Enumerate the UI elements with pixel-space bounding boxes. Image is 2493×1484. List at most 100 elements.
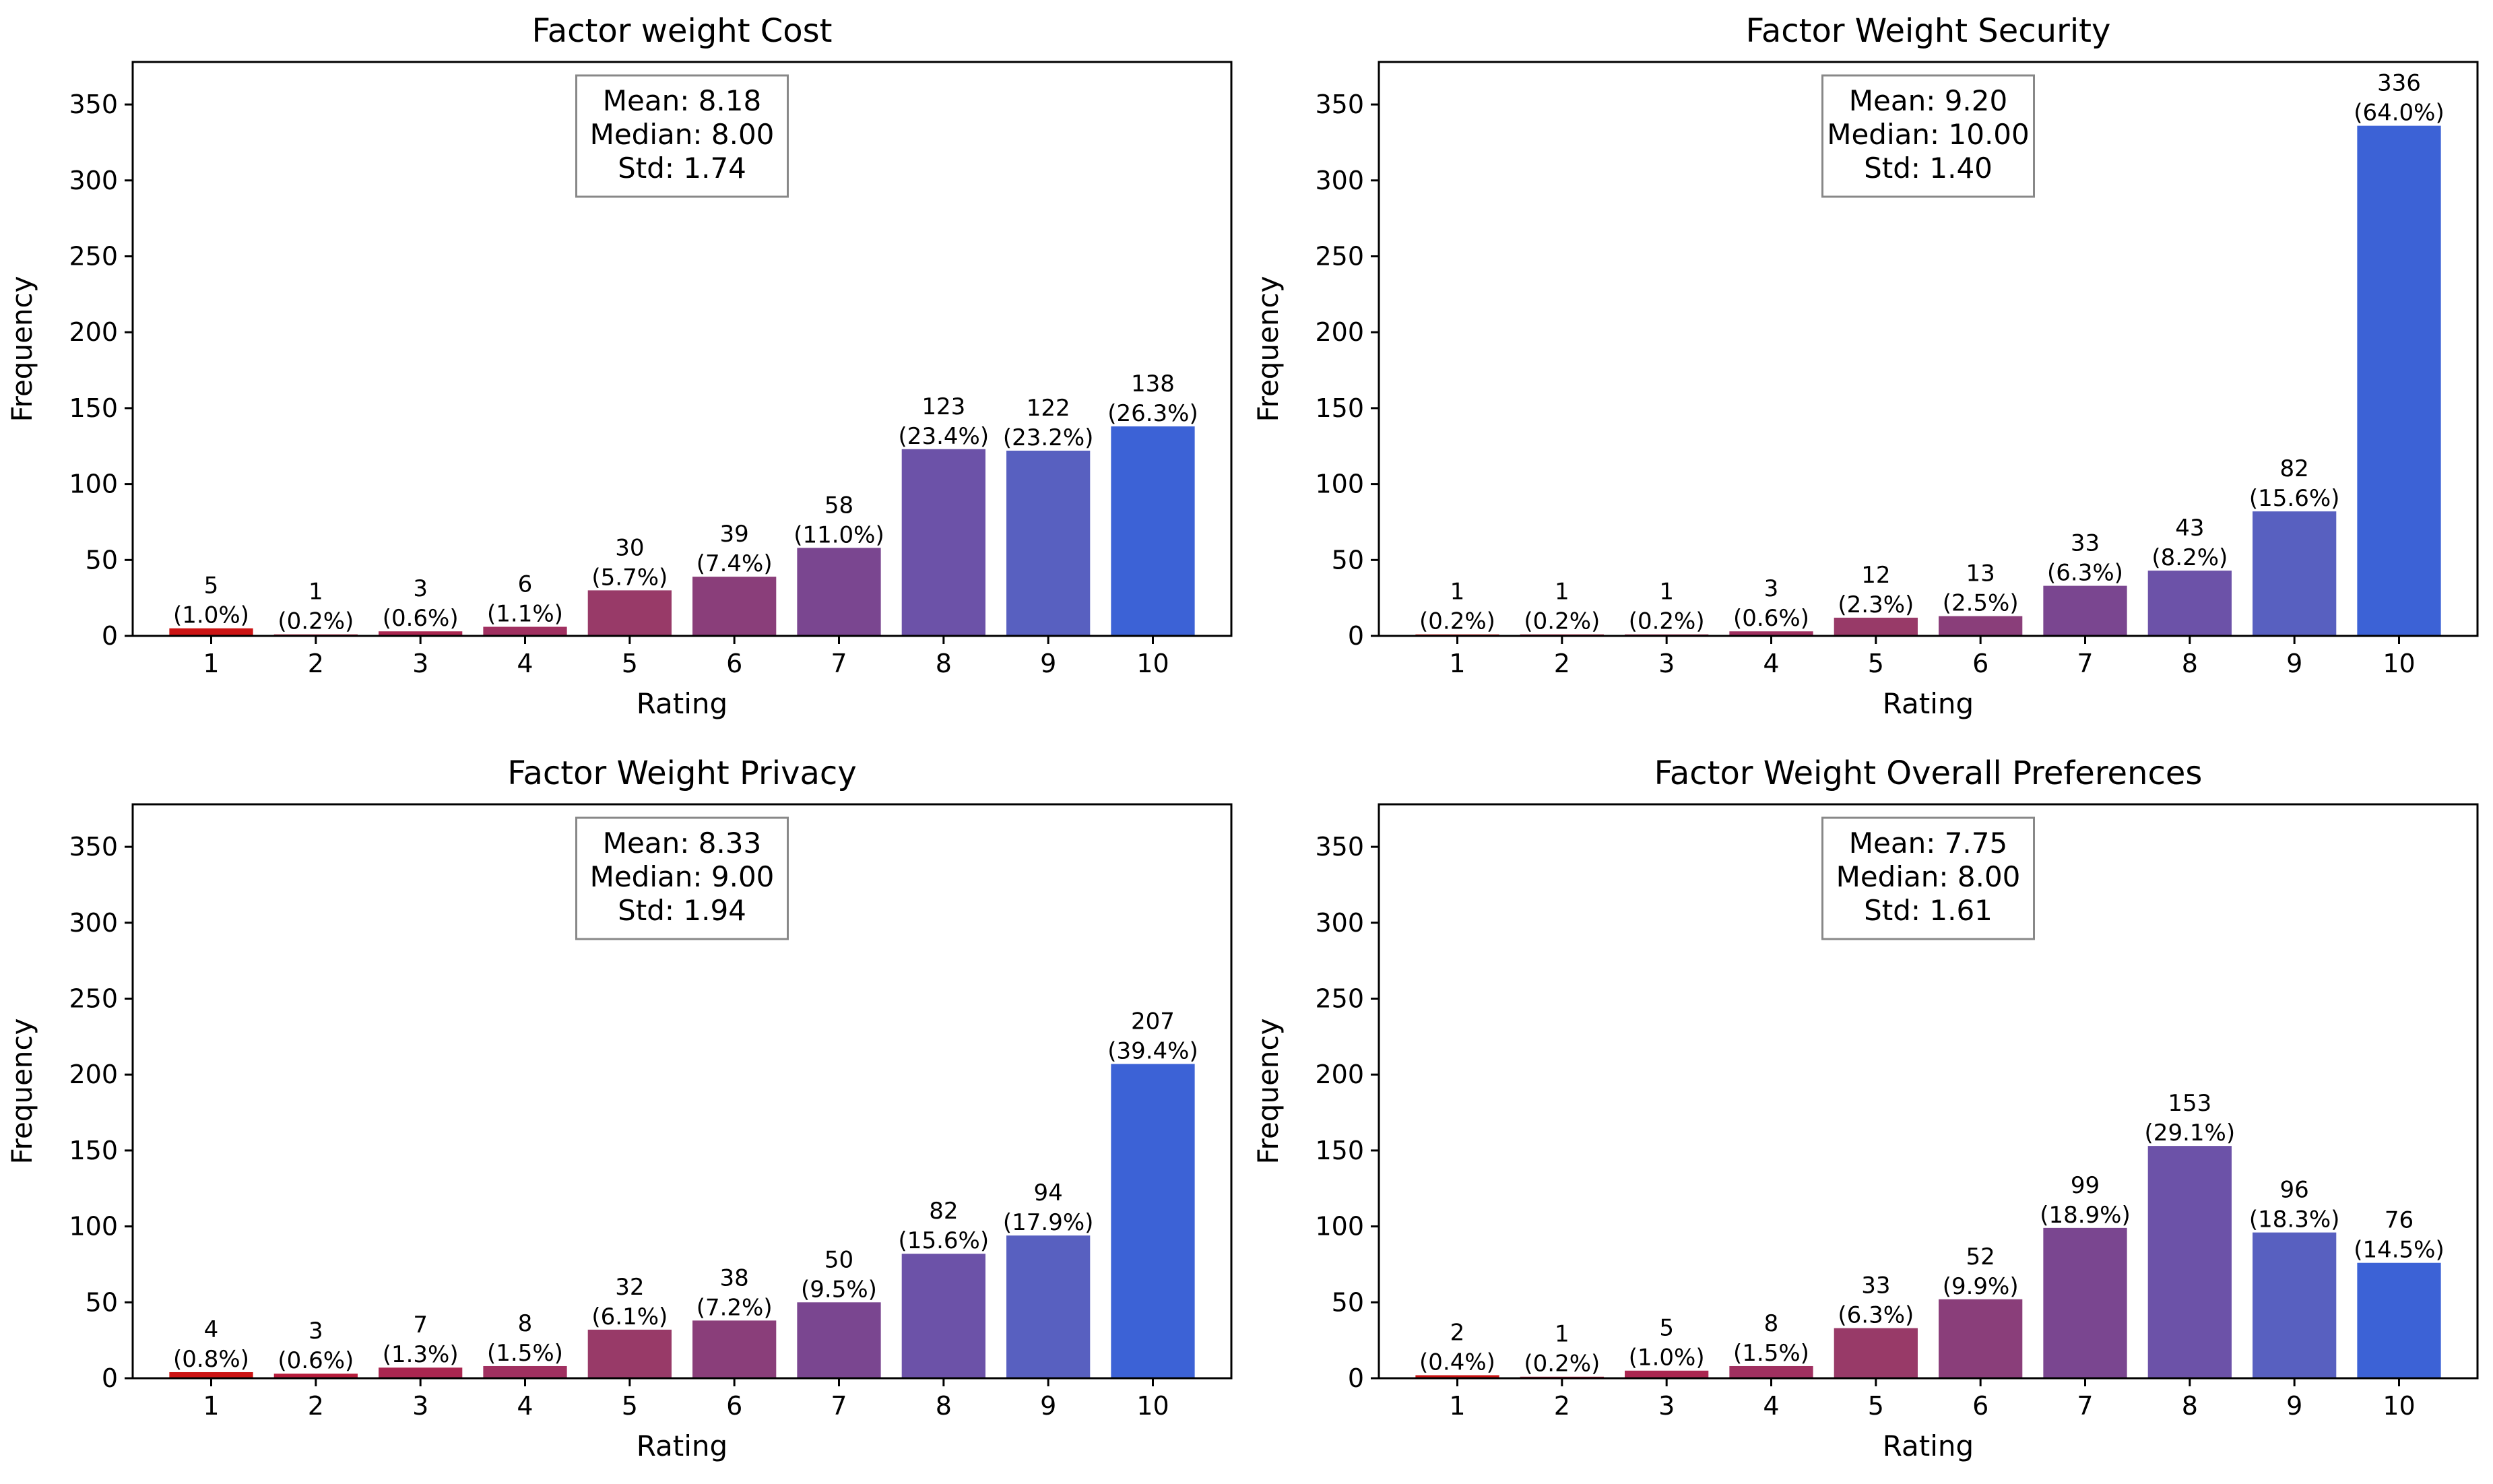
axes-frame xyxy=(131,61,1233,637)
bar-rating-9 xyxy=(1006,1235,1091,1378)
stats-line: Median: 9.00 xyxy=(590,860,775,893)
bar-rating-2 xyxy=(273,1374,358,1378)
x-axis-label: Rating xyxy=(1883,1429,1974,1462)
bar-count-label: 38 xyxy=(720,1264,749,1291)
x-tick-label: 6 xyxy=(1972,1391,1988,1421)
stats-line: Mean: 8.33 xyxy=(603,827,761,860)
bar-rating-6 xyxy=(1939,1299,2023,1378)
x-tick-label: 9 xyxy=(1040,649,1056,678)
bar-percent-label: (7.2%) xyxy=(697,1294,773,1321)
bar-percent-label: (5.7%) xyxy=(591,564,668,591)
x-tick-label: 5 xyxy=(622,1391,638,1421)
y-axis-label: Frequency xyxy=(1252,1019,1285,1165)
y-tick-label: 200 xyxy=(1315,317,1364,347)
bar-count-label: 1 xyxy=(1555,579,1569,606)
bar-rating-4 xyxy=(483,626,567,636)
bar-count-label: 82 xyxy=(929,1198,958,1225)
chart-panel-2: Factor Weight Security1(0.2%)1(0.2%)1(0.… xyxy=(1252,12,2479,720)
y-tick-label: 0 xyxy=(102,621,118,651)
stats-line: Median: 8.00 xyxy=(1836,860,2021,893)
stats-line: Std: 1.94 xyxy=(618,894,746,927)
stats-box xyxy=(1821,74,2035,198)
stats-line: Std: 1.74 xyxy=(618,152,746,185)
y-tick-label: 50 xyxy=(86,1287,118,1317)
bar-rating-8 xyxy=(901,449,985,636)
x-tick-label: 4 xyxy=(517,1391,533,1421)
x-axis-label: Rating xyxy=(1883,687,1974,720)
bar-count-label: 123 xyxy=(921,393,965,420)
bar-count-label: 58 xyxy=(824,492,853,519)
x-tick-label: 1 xyxy=(1449,1391,1465,1421)
y-tick-label: 150 xyxy=(69,393,118,423)
bar-percent-label: (0.2%) xyxy=(1524,608,1600,635)
y-tick-label: 0 xyxy=(1348,621,1364,651)
bar-rating-10 xyxy=(2357,1262,2441,1378)
y-axis-label: Frequency xyxy=(5,276,38,422)
bar-rating-8 xyxy=(2147,1146,2232,1378)
y-tick-label: 250 xyxy=(1315,242,1364,271)
bar-count-label: 2 xyxy=(1450,1319,1465,1346)
bar-count-label: 82 xyxy=(2280,455,2309,482)
bar-rating-5 xyxy=(587,590,672,636)
y-tick-label: 200 xyxy=(69,317,118,347)
bar-percent-label: (26.3%) xyxy=(1107,400,1198,427)
bar-rating-4 xyxy=(1729,1365,1813,1378)
y-tick-label: 300 xyxy=(1315,166,1364,195)
bar-count-label: 50 xyxy=(824,1246,853,1273)
x-tick-label: 4 xyxy=(1763,1391,1779,1421)
bar-count-label: 3 xyxy=(309,1318,323,1345)
bar-percent-label: (0.2%) xyxy=(1629,608,1705,635)
axes-frame xyxy=(1378,61,2479,637)
bar-percent-label: (18.9%) xyxy=(2040,1202,2131,1229)
y-tick-label: 250 xyxy=(69,242,118,271)
x-tick-label: 9 xyxy=(2286,1391,2302,1421)
stats-line: Std: 1.61 xyxy=(1864,894,1993,927)
bar-percent-label: (23.2%) xyxy=(1003,424,1094,451)
bar-percent-label: (9.9%) xyxy=(1943,1273,2019,1300)
y-tick-label: 300 xyxy=(69,166,118,195)
bar-rating-7 xyxy=(797,1302,881,1378)
x-tick-label: 10 xyxy=(2383,649,2415,678)
bar-count-label: 30 xyxy=(615,534,644,561)
bar-count-label: 43 xyxy=(2175,515,2204,542)
bar-count-label: 8 xyxy=(1764,1310,1779,1337)
bar-count-label: 336 xyxy=(2377,70,2421,97)
x-tick-label: 2 xyxy=(1554,649,1570,678)
bar-percent-label: (0.6%) xyxy=(383,605,459,632)
x-axis-label: Rating xyxy=(637,687,727,720)
bar-percent-label: (2.5%) xyxy=(1943,590,2019,617)
x-tick-label: 10 xyxy=(2383,1391,2415,1421)
x-tick-label: 6 xyxy=(726,1391,742,1421)
bar-rating-7 xyxy=(2043,585,2127,636)
stats-line: Mean: 7.75 xyxy=(1849,827,2007,860)
y-tick-label: 100 xyxy=(69,1212,118,1241)
chart-title: Factor weight Cost xyxy=(532,12,833,50)
x-tick-label: 10 xyxy=(1136,1391,1169,1421)
x-tick-label: 5 xyxy=(1868,1391,1884,1421)
axes-frame xyxy=(1378,803,2479,1380)
bar-rating-9 xyxy=(2253,511,2337,636)
y-tick-label: 100 xyxy=(1315,1212,1364,1241)
x-tick-label: 7 xyxy=(2077,1391,2093,1421)
bar-percent-label: (2.3%) xyxy=(1838,591,1914,618)
y-tick-label: 50 xyxy=(1332,545,1364,575)
bar-percent-label: (64.0%) xyxy=(2354,100,2445,127)
x-tick-label: 3 xyxy=(412,649,428,678)
y-tick-label: 350 xyxy=(69,832,118,862)
stats-line: Median: 10.00 xyxy=(1827,118,2030,151)
y-tick-label: 150 xyxy=(1315,1136,1364,1165)
x-tick-label: 3 xyxy=(412,1391,428,1421)
x-tick-label: 6 xyxy=(1972,649,1988,678)
bar-rating-4 xyxy=(1729,631,1813,636)
bar-percent-label: (0.4%) xyxy=(1419,1349,1495,1376)
y-tick-label: 350 xyxy=(1315,90,1364,119)
bar-rating-3 xyxy=(379,631,463,636)
y-tick-label: 100 xyxy=(69,470,118,499)
bar-count-label: 138 xyxy=(1131,370,1175,397)
bar-count-label: 33 xyxy=(2071,530,2100,557)
x-tick-label: 7 xyxy=(831,649,847,678)
y-tick-label: 350 xyxy=(69,90,118,119)
bar-percent-label: (23.4%) xyxy=(899,423,990,450)
bar-count-label: 1 xyxy=(309,579,323,606)
